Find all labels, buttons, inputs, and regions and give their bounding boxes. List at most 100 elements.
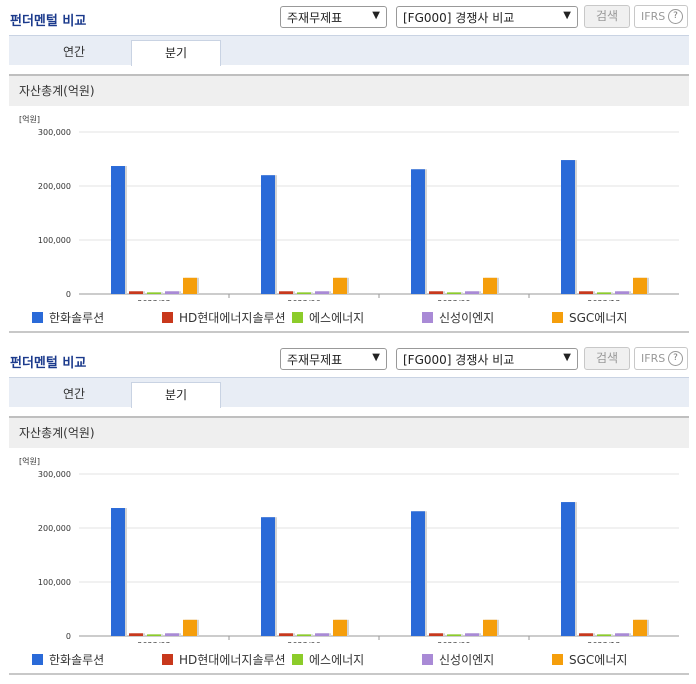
chevron-down-icon: ▼ — [563, 10, 571, 21]
x-tick-label: 2023/03 — [137, 641, 170, 643]
legend-item[interactable]: 신성이엔지 — [422, 651, 494, 669]
x-tick-label: 2023/12 — [587, 641, 620, 643]
bar — [147, 292, 161, 294]
bar — [579, 291, 593, 294]
bar — [183, 619, 197, 636]
tab-quarterly[interactable]: 분기 — [131, 382, 221, 408]
period-tabs: 연간 분기 — [9, 35, 689, 66]
divider — [9, 331, 689, 333]
bar — [297, 634, 311, 636]
bar — [615, 633, 629, 636]
legend-label: HD현대에너지솔루션 — [179, 311, 286, 325]
legend-item[interactable]: SGC에너지 — [552, 651, 627, 669]
legend-swatch — [552, 312, 563, 323]
chart-legend: 한화솔루션 HD현대에너지솔루션 에스에너지 신성이엔지 SGC에너지 — [32, 309, 682, 327]
bar — [465, 291, 479, 294]
bar — [111, 166, 125, 294]
bar — [261, 517, 275, 636]
legend-label: 신성이엔지 — [439, 311, 495, 325]
x-tick-label: 2023/09 — [437, 641, 470, 643]
bar — [333, 619, 347, 636]
y-tick-label: 100,000 — [38, 236, 71, 245]
bar — [411, 169, 425, 294]
bar — [465, 633, 479, 636]
y-tick-label: 0 — [66, 632, 71, 641]
asset-chart: [억원] 0 100,000 200,000 300,000 2023/03 2023/06… — [9, 448, 689, 650]
fundamental-panel-1: 펀더멘털 비교 주재무제표 ▼ [FG000] 경쟁사 비교 ▼ 검색 IFRS… — [9, 5, 689, 333]
tab-quarterly[interactable]: 분기 — [131, 40, 221, 66]
bar — [165, 633, 179, 636]
item-select[interactable]: 주재무제표 ▼ — [280, 6, 387, 28]
legend-label: 신성이엔지 — [439, 653, 495, 667]
bar — [147, 634, 161, 636]
bar — [261, 175, 275, 294]
section-title: 자산총계(억원) — [9, 416, 689, 448]
bar — [483, 619, 497, 636]
legend-label: 한화솔루션 — [49, 653, 105, 667]
x-tick-label: 2023/06 — [287, 641, 320, 643]
y-tick-label: 200,000 — [38, 524, 71, 533]
bar — [597, 634, 611, 636]
tab-annual[interactable]: 연간 — [62, 45, 86, 59]
panel-title: 펀더멘털 비교 — [10, 356, 87, 371]
bar — [579, 633, 593, 636]
bar — [183, 277, 197, 294]
item-select[interactable]: 주재무제표 ▼ — [280, 348, 387, 370]
x-tick-label: 2023/06 — [287, 299, 320, 301]
chart-legend: 한화솔루션 HD현대에너지솔루션 에스에너지 신성이엔지 SGC에너지 — [32, 651, 682, 669]
tab-annual[interactable]: 연간 — [62, 387, 86, 401]
bar — [447, 634, 461, 636]
group-select[interactable]: [FG000] 경쟁사 비교 ▼ — [396, 348, 578, 370]
bar — [279, 291, 293, 294]
legend-label: 에스에너지 — [309, 653, 365, 667]
ifrs-button[interactable]: IFRS ? — [634, 5, 688, 28]
bar — [129, 633, 143, 636]
x-tick-label: 2023/09 — [437, 299, 470, 301]
y-tick-label: 0 — [66, 290, 71, 299]
bar — [411, 511, 425, 636]
legend-item[interactable]: HD현대에너지솔루션 — [162, 309, 286, 327]
ifrs-button[interactable]: IFRS ? — [634, 347, 688, 370]
legend-swatch — [422, 312, 433, 323]
bar — [615, 291, 629, 294]
bar — [111, 508, 125, 636]
bar — [429, 633, 443, 636]
group-select[interactable]: [FG000] 경쟁사 비교 ▼ — [396, 6, 578, 28]
legend-item[interactable]: 에스에너지 — [292, 309, 364, 327]
period-tabs: 연간 분기 — [9, 377, 689, 408]
group-select-value: [FG000] 경쟁사 비교 — [403, 11, 515, 25]
bar — [633, 619, 647, 636]
bar — [279, 633, 293, 636]
bar — [315, 633, 329, 636]
bar — [429, 291, 443, 294]
group-select-value: [FG000] 경쟁사 비교 — [403, 353, 515, 367]
legend-item[interactable]: SGC에너지 — [552, 309, 627, 327]
legend-label: SGC에너지 — [569, 311, 628, 325]
legend-item[interactable]: 한화솔루션 — [32, 309, 104, 327]
legend-item[interactable]: HD현대에너지솔루션 — [162, 651, 286, 669]
chevron-down-icon: ▼ — [372, 352, 380, 363]
legend-item[interactable]: 에스에너지 — [292, 651, 364, 669]
legend-label: 한화솔루션 — [49, 311, 105, 325]
bar-chart: [억원] 0 100,000 200,000 300,000 2023/03 2023/06… — [19, 456, 679, 650]
divider — [9, 673, 689, 675]
x-tick-label: 2023/12 — [587, 299, 620, 301]
search-button[interactable]: 검색 — [584, 5, 630, 28]
help-icon[interactable]: ? — [668, 9, 683, 24]
asset-chart: [억원] 0 100,000 200,000 300,000 2023/03 2023/06… — [9, 106, 689, 308]
bar — [315, 291, 329, 294]
bar — [561, 160, 575, 294]
legend-item[interactable]: 신성이엔지 — [422, 309, 494, 327]
help-icon[interactable]: ? — [668, 351, 683, 366]
legend-swatch — [162, 312, 173, 323]
fundamental-panel-2: 펀더멘털 비교 주재무제표 ▼ [FG000] 경쟁사 비교 ▼ 검색 IFRS… — [0, 342, 696, 684]
bar — [333, 277, 347, 294]
search-button[interactable]: 검색 — [584, 347, 630, 370]
legend-item[interactable]: 한화솔루션 — [32, 651, 104, 669]
bar — [129, 291, 143, 294]
ifrs-label: IFRS — [641, 10, 666, 23]
legend-swatch — [292, 654, 303, 665]
unit-label: [억원] — [19, 456, 40, 466]
bar — [165, 291, 179, 294]
legend-swatch — [32, 654, 43, 665]
